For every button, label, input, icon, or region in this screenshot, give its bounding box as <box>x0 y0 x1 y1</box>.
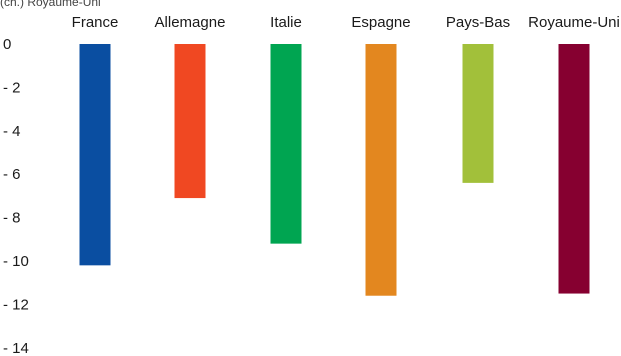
y-axis: 0 - 2 - 4 - 6 - 8 - 10 - 12 - 14 <box>3 36 29 356</box>
category-label: Allemagne <box>155 14 226 31</box>
bar-allemagne <box>174 44 206 199</box>
y-tick-label: - 6 <box>3 166 21 183</box>
x-axis-categories: France Allemagne Italie Espagne Pays-Bas Roya… <box>72 14 620 31</box>
y-tick-label: - 2 <box>3 79 21 96</box>
category-label: France <box>72 14 119 31</box>
category-label: Royaume-Uni <box>528 14 620 31</box>
y-tick-label: - 10 <box>3 253 29 270</box>
y-tick-label: - 4 <box>3 123 21 140</box>
category-label: Pays-Bas <box>446 14 510 31</box>
y-tick-label: 0 <box>3 36 11 53</box>
y-tick-label: - 12 <box>3 296 29 313</box>
bar-italie <box>270 44 302 244</box>
y-tick-label: - 8 <box>3 210 21 227</box>
y-tick-label: - 14 <box>3 340 29 356</box>
category-label: Espagne <box>351 14 410 31</box>
bar-royaume-uni <box>558 44 590 294</box>
bar-espagne <box>365 44 397 296</box>
bar-france <box>79 44 111 266</box>
category-label: Italie <box>270 14 302 31</box>
chart-note: (ch.) Royaume-Uni <box>0 0 101 9</box>
bar-series <box>79 44 590 296</box>
bar-pays-bas <box>462 44 494 183</box>
